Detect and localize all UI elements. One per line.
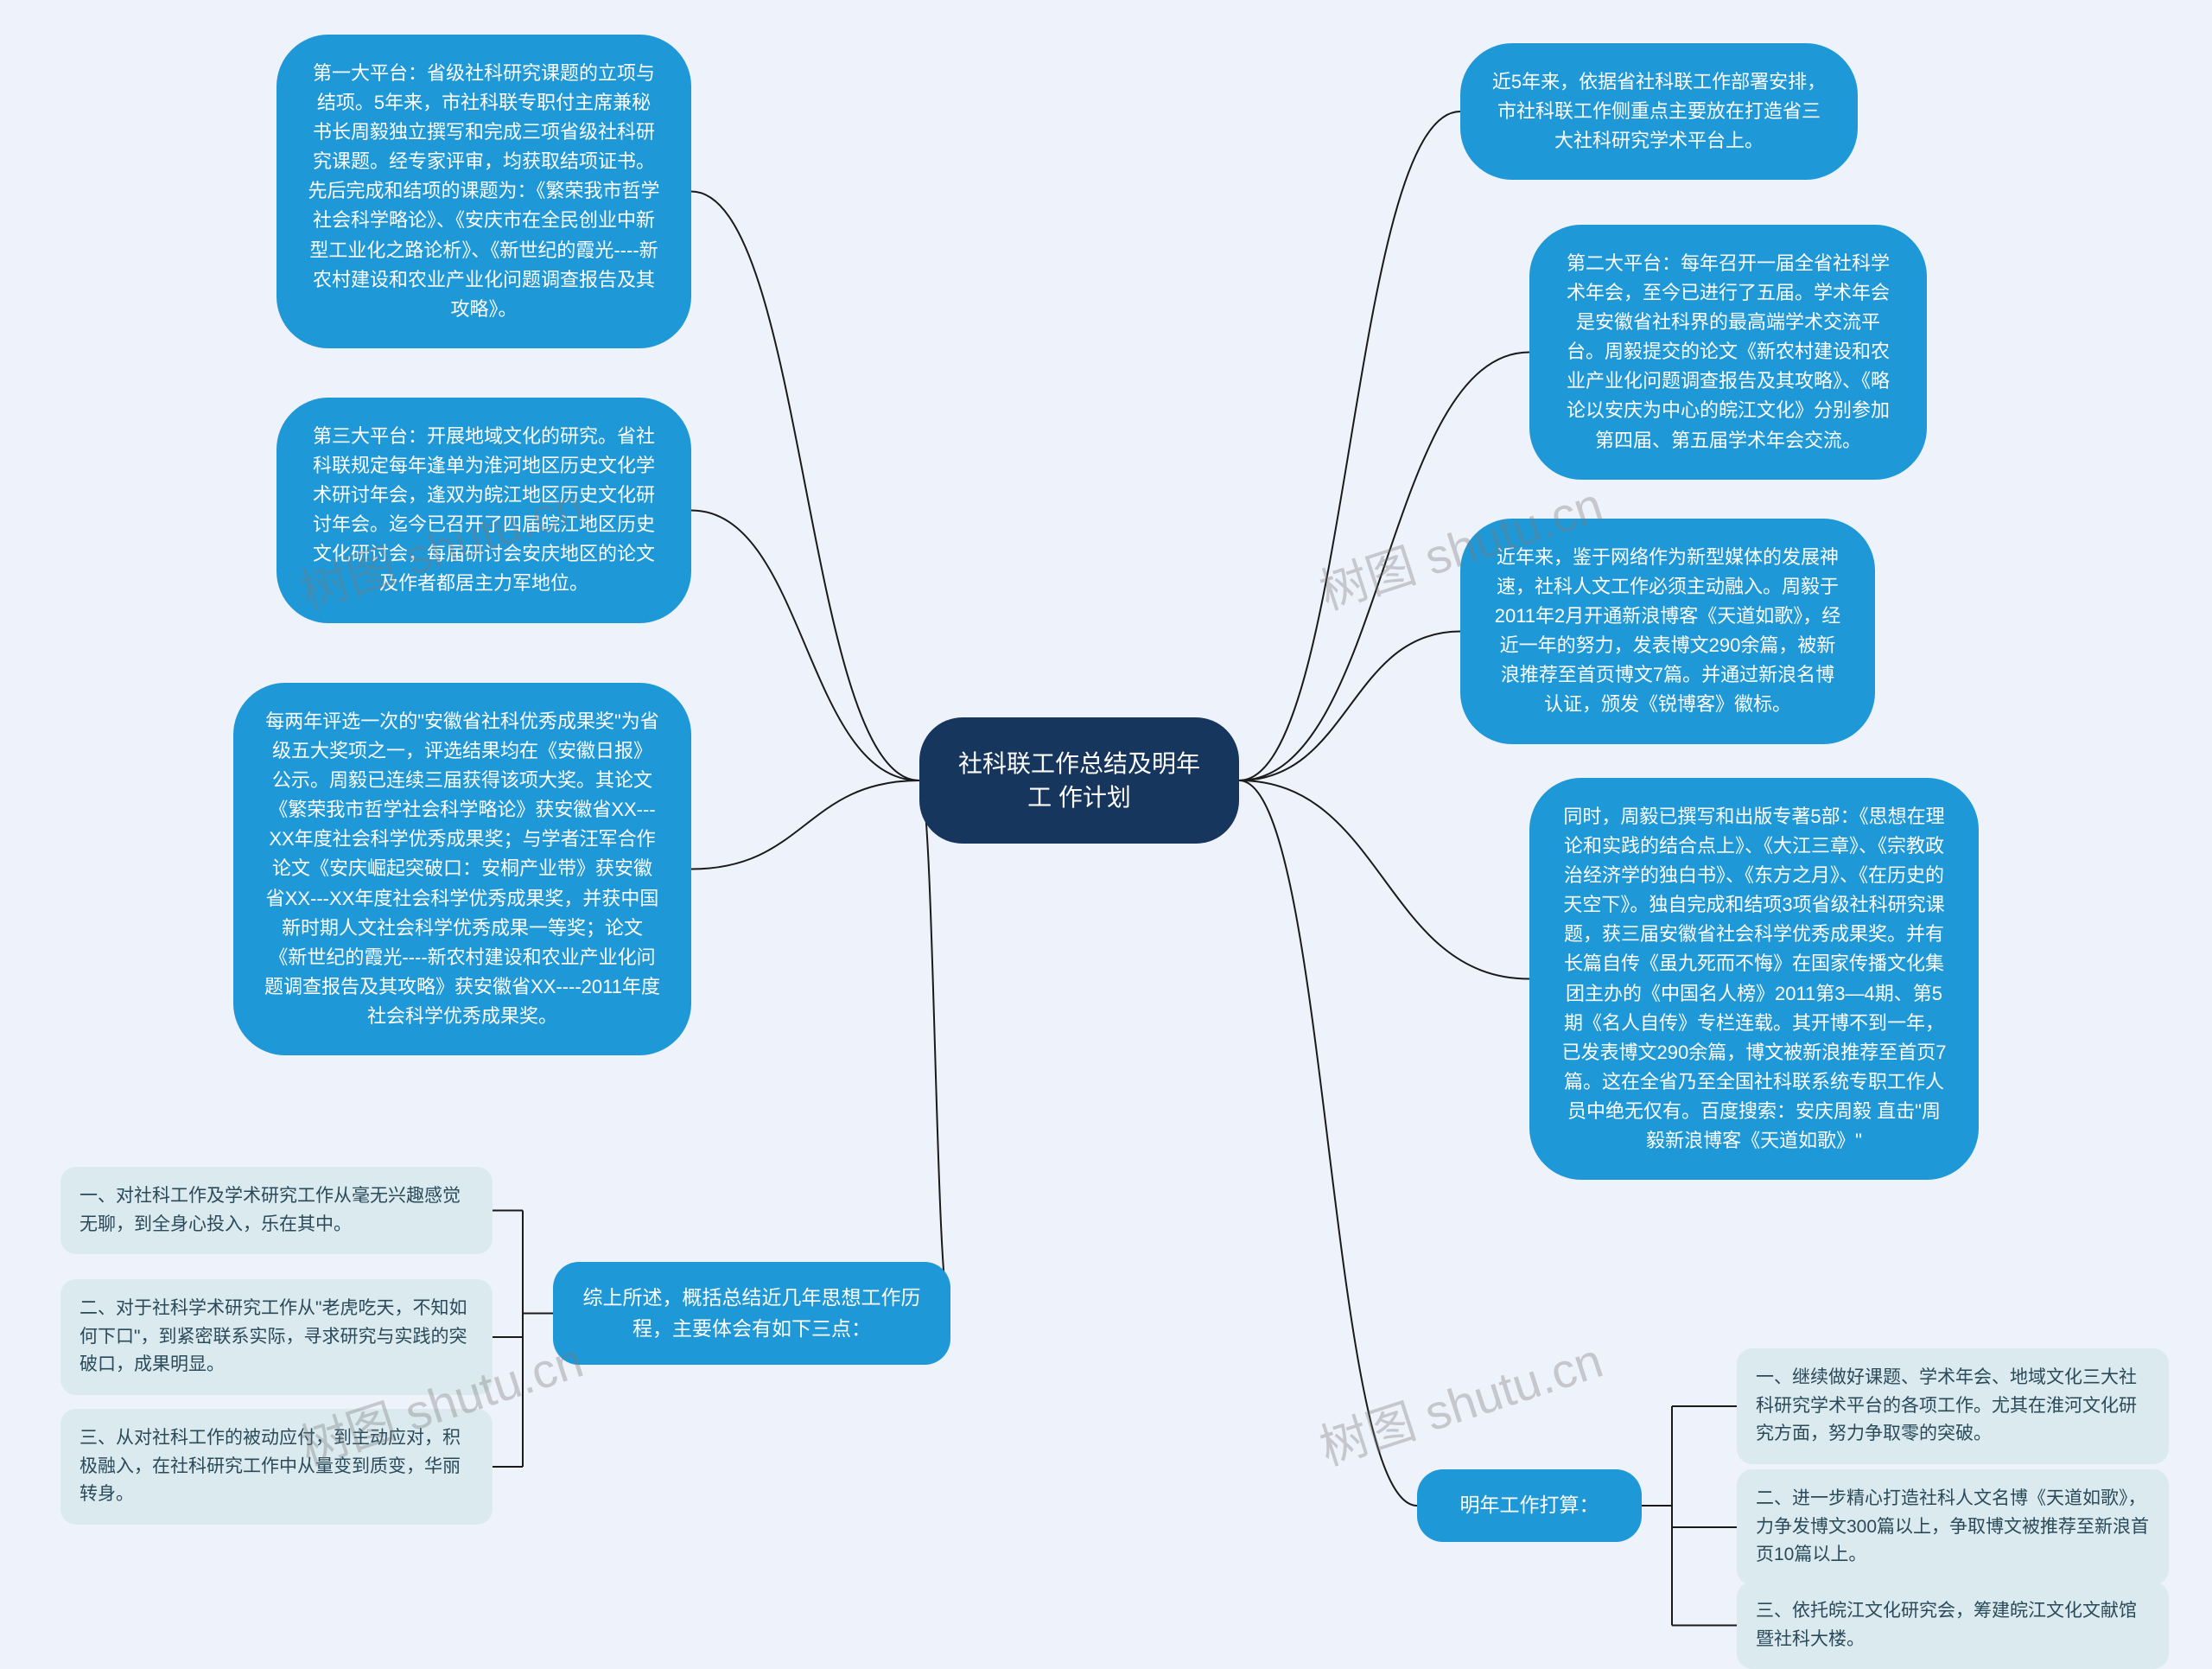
node-platform-2[interactable]: 第二大平台：每年召开一届全省社科学术年会，至今已进行了五届。学术年会是安徽省社科… [1529, 225, 1927, 480]
node-blog[interactable]: 近年来，鉴于网络作为新型媒体的发展神速，社科人文工作必须主动融入。周毅于2011… [1460, 519, 1875, 744]
node-awards[interactable]: 每两年评选一次的"安徽省社科优秀成果奖"为省级五大奖项之一，评选结果均在《安徽日… [233, 683, 691, 1055]
node-summary-1[interactable]: 一、对社科工作及学术研究工作从毫无兴趣感觉无聊，到全身心投入，乐在其中。 [60, 1167, 493, 1254]
center-node[interactable]: 社科联工作总结及明年工 作计划 [919, 717, 1239, 844]
node-platform-1[interactable]: 第一大平台：省级社科研究课题的立项与结项。5年来，市社科联专职付主席兼秘书长周毅… [276, 35, 691, 348]
node-summary-2[interactable]: 二、对于社科学术研究工作从"老虎吃天，不知如何下口"，到紧密联系实际，寻求研究与… [60, 1279, 493, 1395]
node-summary-3[interactable]: 三、从对社科工作的被动应付，到主动应对，积极融入，在社科研究工作中从量变到质变，… [60, 1409, 493, 1525]
node-recent-5y[interactable]: 近5年来，依据省社科联工作部署安排，市社科联工作侧重点主要放在打造省三大社科研究… [1460, 43, 1858, 180]
node-next-year-1[interactable]: 一、继续做好课题、学术年会、地域文化三大社科研究学术平台的各项工作。尤其在淮河文… [1737, 1348, 2169, 1464]
node-next-year-2[interactable]: 二、进一步精心打造社科人文名博《天道如歌》，力争发博文300篇以上，争取博文被推… [1737, 1469, 2169, 1585]
watermark: 树图 shutu.cn [1310, 1322, 1611, 1480]
node-publications[interactable]: 同时，周毅已撰写和出版专著5部：《思想在理论和实践的结合点上》、《大江三章》、《… [1529, 778, 1979, 1180]
node-platform-3[interactable]: 第三大平台：开展地域文化的研究。省社科联规定每年逢单为淮河地区历史文化学术研讨年… [276, 398, 691, 623]
node-next-year-parent[interactable]: 明年工作打算： [1417, 1469, 1642, 1542]
node-next-year-3[interactable]: 三、依托皖江文化研究会，筹建皖江文化文献馆暨社科大楼。 [1737, 1582, 2169, 1669]
node-summary-parent[interactable]: 综上所述，概括总结近几年思想工作历程，主要体会有如下三点： [553, 1262, 950, 1365]
